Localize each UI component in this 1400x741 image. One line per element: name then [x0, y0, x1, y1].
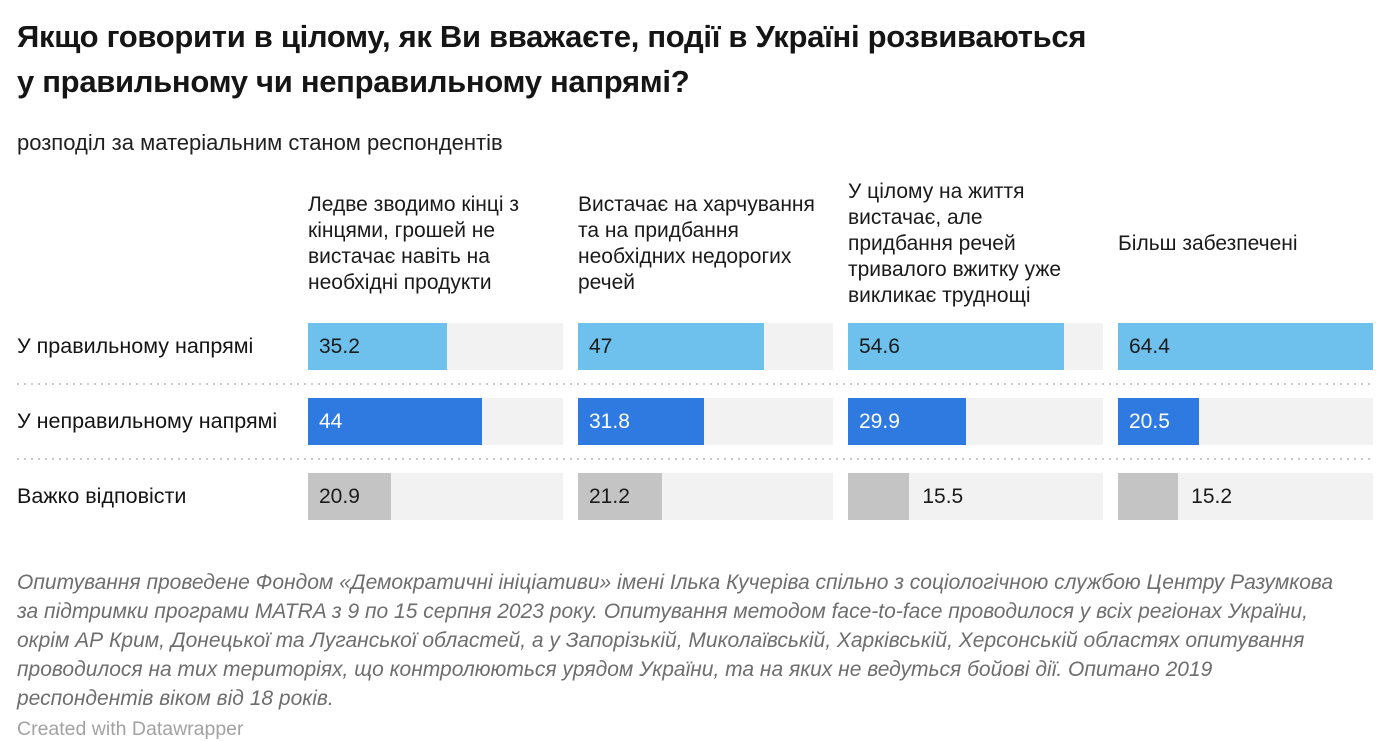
bar-track: 47: [578, 323, 833, 370]
chart-row: Важко відповісти 20.9 21.2 15.5 15.2: [17, 462, 1373, 531]
bar-value-label: 44: [319, 409, 343, 433]
datawrapper-credit: Created with Datawrapper: [17, 718, 244, 740]
bar: [578, 473, 662, 520]
bar-value-label: 47: [589, 334, 613, 358]
row-separator: [17, 458, 1373, 460]
chart-notes: Опитування проведене Фондом «Демократичн…: [17, 571, 1334, 710]
bar-track: 21.2: [578, 473, 833, 520]
chart-row: У неправильному напрямі 44 31.8 29.9 20.5: [17, 387, 1373, 456]
bar: [308, 473, 391, 520]
bar-value-label: 21.2: [589, 484, 630, 508]
bar-track: 54.6: [848, 323, 1103, 370]
row-label: У неправильному напрямі: [17, 409, 278, 433]
column-header-3: У цілому на життя вистачає, але придбанн…: [848, 180, 1062, 307]
bar: [1118, 473, 1179, 520]
row-separator: [17, 383, 1373, 385]
column-header-1: Ледве зводимо кінці з кінцями, грошей не…: [308, 193, 519, 294]
bar-value-label: 15.2: [1191, 484, 1233, 508]
bar-track: 29.9: [848, 398, 1103, 445]
bar-track: 15.5: [848, 473, 1103, 520]
bar: [578, 323, 765, 370]
chart-title-line2: у правильному чи неправильному напрямі?: [17, 64, 690, 99]
bar-track: 20.5: [1118, 398, 1373, 445]
bar-value-label: 31.8: [589, 409, 630, 433]
row-label: Важко відповісти: [17, 484, 187, 508]
bar-value-label: 29.9: [859, 409, 900, 433]
chart-subtitle: розподіл за матеріальним станом респонде…: [17, 130, 503, 155]
bar-value-label: 15.5: [922, 484, 964, 508]
bar-track: 15.2: [1118, 473, 1373, 520]
bar: [848, 473, 910, 520]
column-header-row: Ледве зводимо кінці з кінцями, грошей не…: [17, 178, 1373, 310]
bar: [1118, 398, 1200, 445]
bar: [578, 398, 704, 445]
bar-track: 44: [308, 398, 563, 445]
chart-title-line1: Якщо говорити в цілому, як Ви вважаєте, …: [17, 19, 1087, 54]
bar: [308, 323, 448, 370]
bar-value-label: 64.4: [1129, 334, 1170, 358]
bar: [848, 398, 967, 445]
row-label: У правильному напрямі: [17, 334, 254, 358]
chart-title: Якщо говорити в цілому, як Ви вважаєте, …: [17, 14, 1373, 104]
bar-value-label: 54.6: [859, 334, 900, 358]
bar-track: 64.4: [1118, 323, 1373, 370]
bar: [1118, 323, 1373, 370]
column-header-2: Вистачає на харчування та на придбання н…: [578, 193, 815, 294]
bar-value-label: 20.9: [319, 484, 360, 508]
column-header-4: Більш забезпечені: [1118, 232, 1298, 255]
bar-track: 20.9: [308, 473, 563, 520]
bar-track: 35.2: [308, 323, 563, 370]
chart-rows: У правильному напрямі 35.2 47 54.6 64.4 У неп…: [17, 312, 1373, 531]
bar: [848, 323, 1065, 370]
bar-track: 31.8: [578, 398, 833, 445]
bar: [308, 398, 483, 445]
chart-row: У правильному напрямі 35.2 47 54.6 64.4: [17, 312, 1373, 381]
bar-value-label: 20.5: [1129, 409, 1170, 433]
bar-value-label: 35.2: [319, 334, 360, 358]
